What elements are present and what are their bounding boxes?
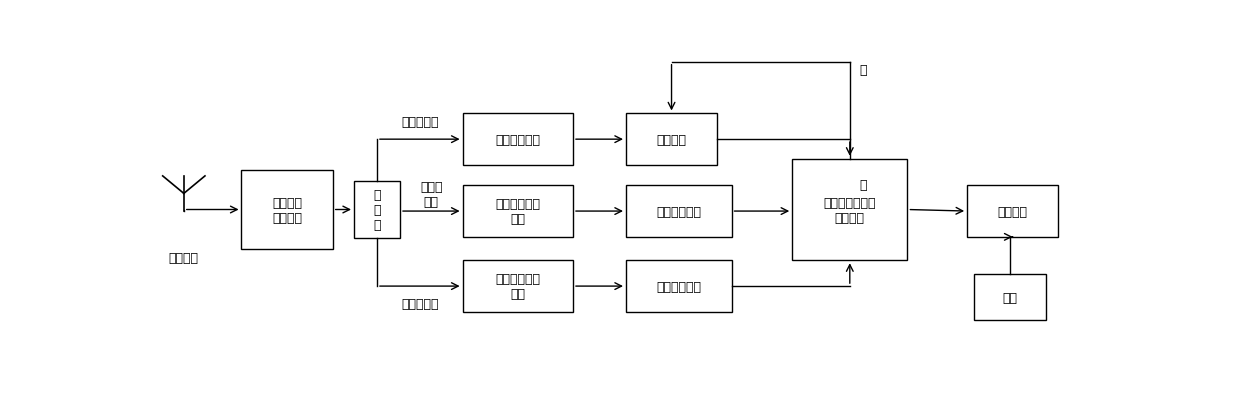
- Bar: [967, 186, 1058, 237]
- Bar: [792, 159, 908, 261]
- Text: 右半频宽匹配
滤波: 右半频宽匹配 滤波: [495, 273, 541, 301]
- Text: 峰值电压提取: 峰值电压提取: [656, 280, 702, 293]
- Text: 第三路信号: 第三路信号: [401, 297, 439, 310]
- Text: 分
路
器: 分 路 器: [373, 189, 381, 231]
- Bar: [626, 114, 717, 166]
- Text: 左半频宽匹配
滤波: 左半频宽匹配 滤波: [495, 198, 541, 226]
- Bar: [242, 170, 332, 250]
- Text: 完全匹配滤波: 完全匹配滤波: [495, 133, 541, 146]
- Text: 目标检测: 目标检测: [656, 133, 687, 146]
- Bar: [463, 261, 573, 312]
- Text: 第二路
信号: 第二路 信号: [420, 180, 443, 208]
- Bar: [973, 275, 1045, 320]
- Text: 第一路信号: 第一路信号: [401, 116, 439, 129]
- Bar: [463, 114, 573, 166]
- Bar: [463, 186, 573, 237]
- Text: 峰值电压提取: 峰值电压提取: [656, 205, 702, 218]
- Text: 是: 是: [859, 179, 867, 192]
- Text: 带通滤波
低噪放大: 带通滤波 低噪放大: [272, 196, 303, 224]
- Text: 门限: 门限: [1002, 291, 1017, 304]
- Bar: [626, 261, 732, 312]
- Text: 目标识别: 目标识别: [998, 205, 1028, 218]
- Bar: [626, 186, 732, 237]
- Text: 对比第二、三路
输出峰值: 对比第二、三路 输出峰值: [823, 196, 875, 224]
- Text: 否: 否: [859, 64, 867, 77]
- Text: 接收天线: 接收天线: [169, 251, 198, 264]
- Bar: [353, 181, 401, 239]
